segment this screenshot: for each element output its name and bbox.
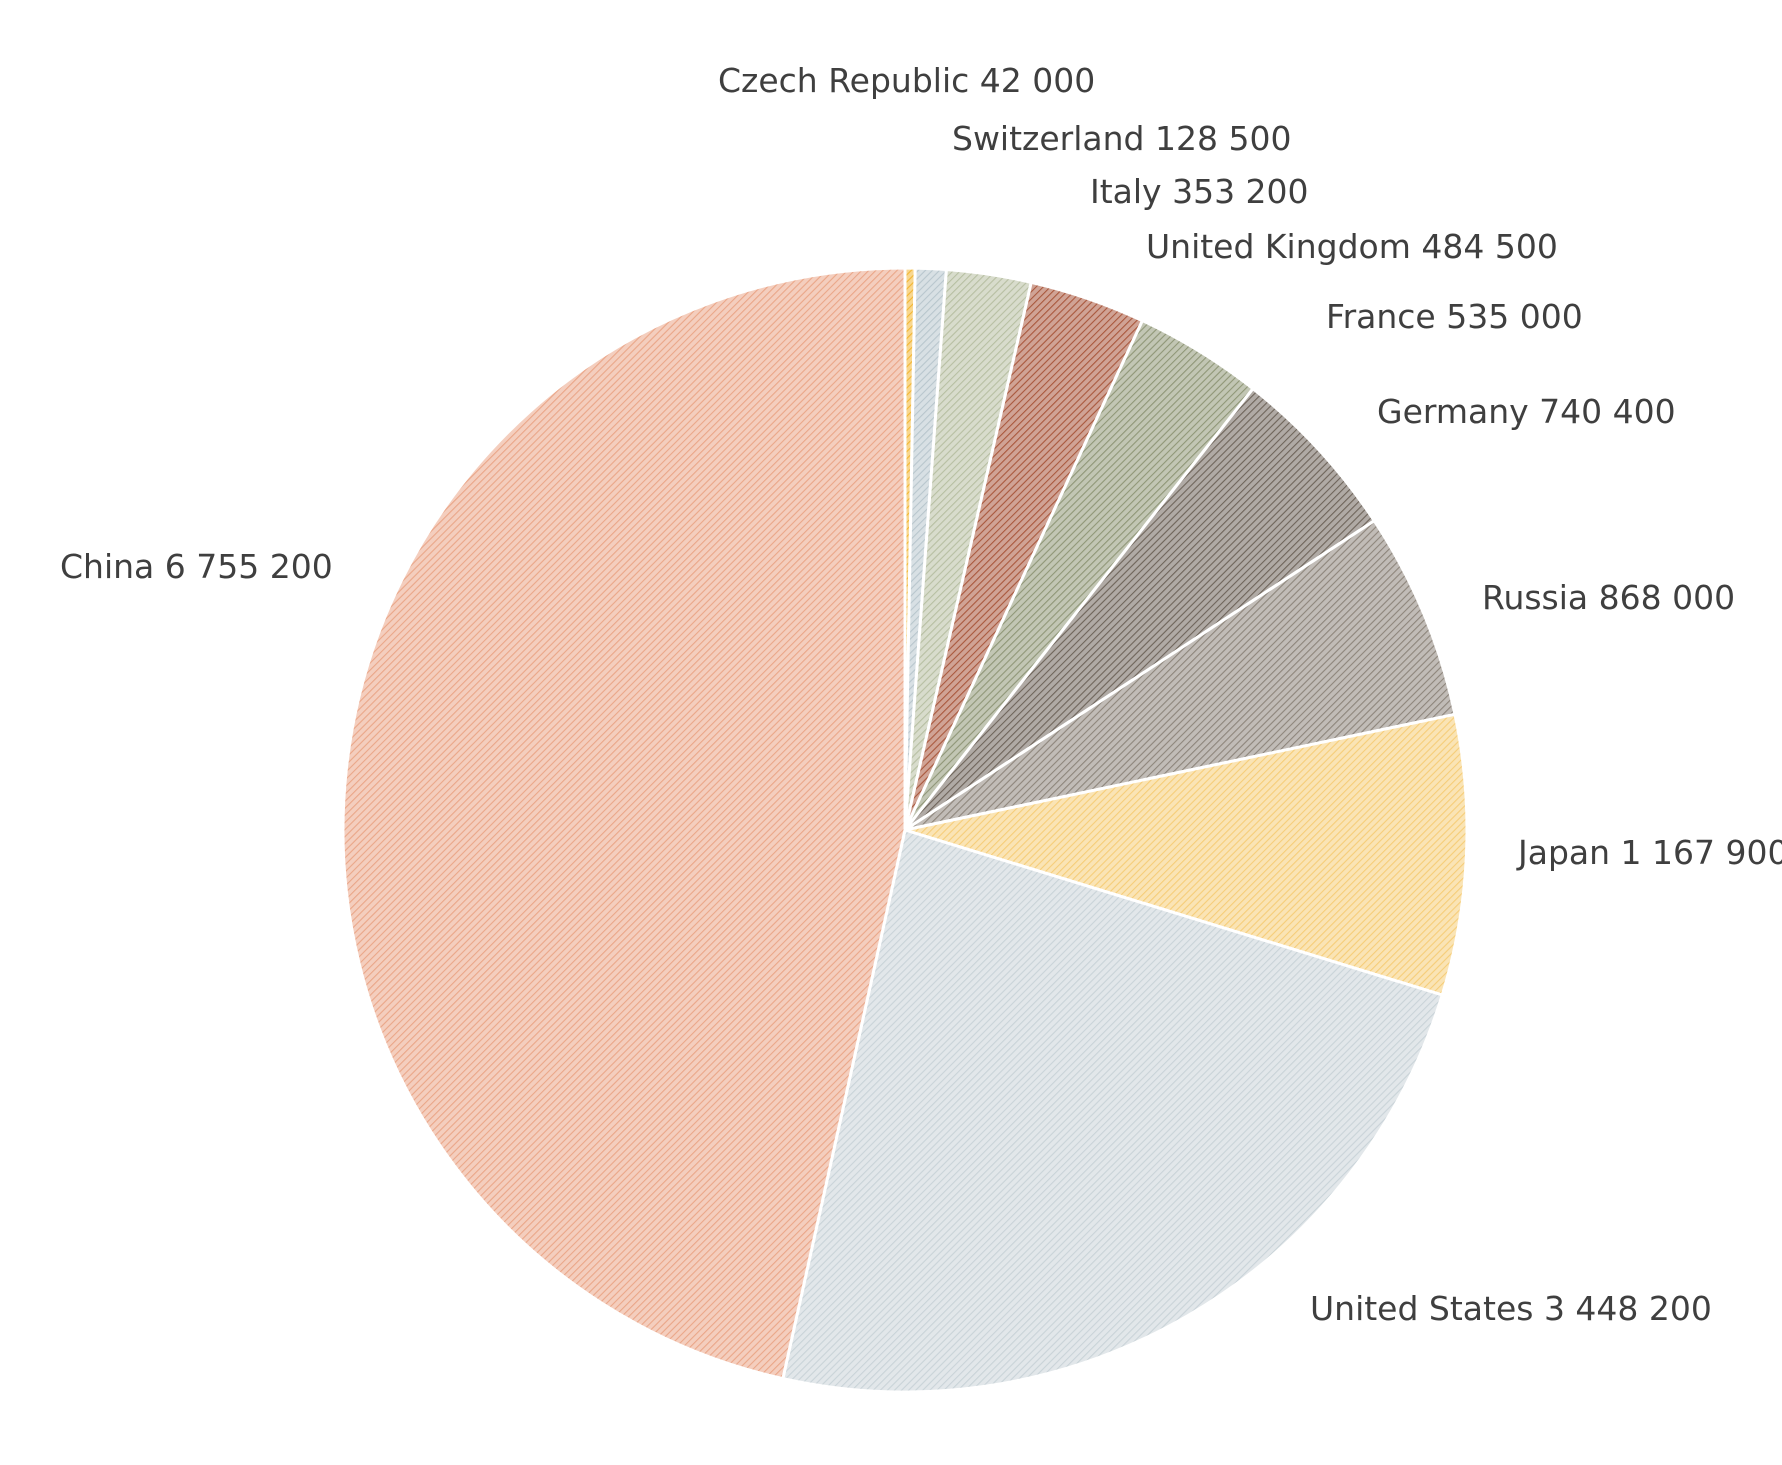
pie-slice-china — [341, 266, 907, 1381]
pie-label-china: China 6 755 200 — [60, 547, 333, 586]
pie-label-germany: Germany 740 400 — [1377, 392, 1676, 431]
pie-slice-germany — [903, 386, 1377, 832]
pie-label-russia: Russia 868 000 — [1482, 578, 1735, 617]
pie-label-czech-republic: Czech Republic 42 000 — [718, 61, 1095, 100]
pie-slices — [341, 266, 1469, 1394]
pie-slice-russia — [904, 518, 1457, 832]
pie-label-italy: Italy 353 200 — [1090, 172, 1309, 211]
pie-slice-japan — [904, 712, 1469, 997]
pie-slice-united-states — [781, 828, 1445, 1394]
pie-label-switzerland: Switzerland 128 500 — [952, 119, 1291, 158]
pie-label-united-kingdom: United Kingdom 484 500 — [1146, 227, 1558, 266]
pie-labels: Czech Republic 42 000 Switzerland 128 500… — [60, 61, 1782, 1328]
pie-label-japan: Japan 1 167 900 — [1516, 833, 1782, 872]
pie-label-united-states: United States 3 448 200 — [1310, 1289, 1712, 1328]
pie-label-france: France 535 000 — [1326, 297, 1583, 336]
